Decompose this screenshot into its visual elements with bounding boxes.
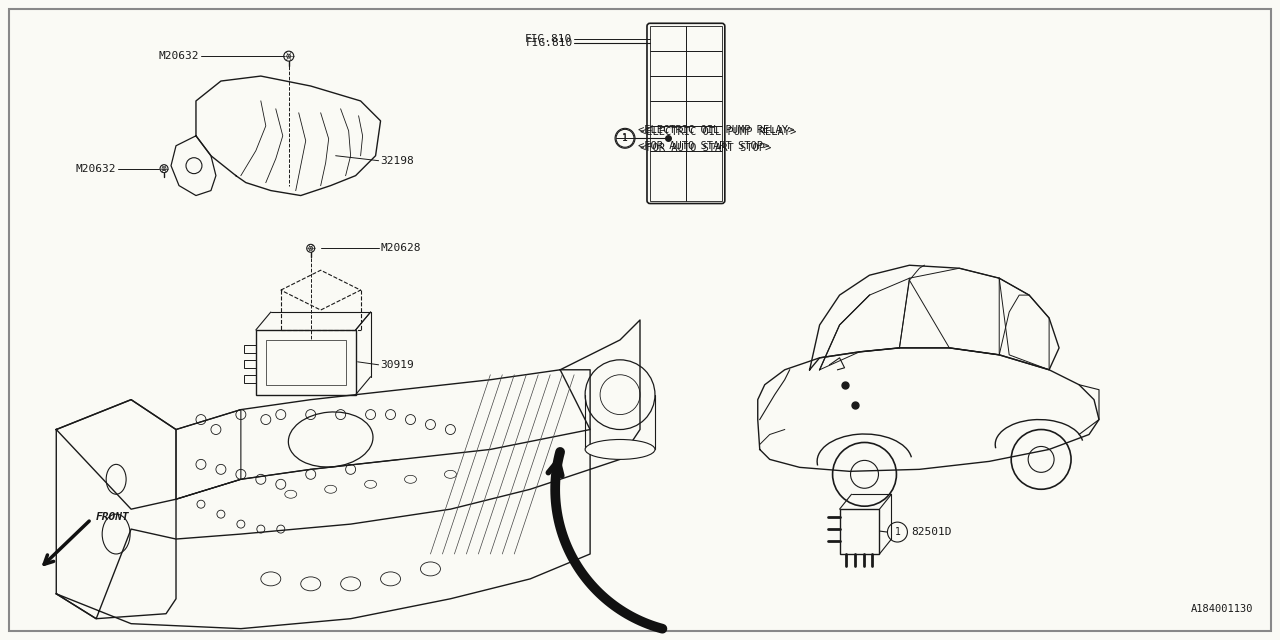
- Bar: [840, 509, 879, 554]
- Bar: [266, 340, 346, 385]
- Text: FIG.810: FIG.810: [526, 38, 573, 48]
- Text: M20628: M20628: [380, 243, 421, 253]
- Bar: [686, 101, 722, 126]
- Text: FRONT: FRONT: [96, 512, 131, 522]
- Bar: [650, 51, 686, 76]
- Text: 32198: 32198: [380, 156, 415, 166]
- Text: <FOR AUTO START STOP>: <FOR AUTO START STOP>: [640, 143, 772, 153]
- Text: <FOR AUTO START STOP>: <FOR AUTO START STOP>: [637, 141, 769, 151]
- Ellipse shape: [585, 440, 655, 460]
- Bar: [686, 151, 722, 200]
- Text: 1: 1: [622, 134, 627, 143]
- Text: A184001130: A184001130: [1192, 604, 1253, 614]
- Bar: [650, 101, 686, 126]
- Text: 1: 1: [895, 527, 900, 537]
- Bar: [244, 375, 256, 383]
- Text: 82501D: 82501D: [911, 527, 952, 537]
- FancyBboxPatch shape: [646, 23, 724, 204]
- Bar: [650, 76, 686, 101]
- Bar: [650, 26, 686, 51]
- Bar: [686, 76, 722, 101]
- Bar: [244, 360, 256, 368]
- Text: 30919: 30919: [380, 360, 415, 370]
- Text: M20632: M20632: [159, 51, 198, 61]
- Bar: [686, 26, 722, 51]
- Text: 1: 1: [622, 133, 628, 143]
- Text: M20632: M20632: [76, 164, 116, 173]
- Bar: [686, 51, 722, 76]
- Bar: [650, 126, 686, 151]
- Bar: [256, 330, 356, 395]
- Text: <ELECTRIC OIL PUMP RELAY>: <ELECTRIC OIL PUMP RELAY>: [637, 125, 795, 135]
- Bar: [650, 151, 686, 200]
- Bar: [244, 345, 256, 353]
- Text: FIG.810: FIG.810: [525, 34, 572, 44]
- Text: <ELECTRIC OIL PUMP RELAY>: <ELECTRIC OIL PUMP RELAY>: [640, 127, 796, 138]
- Bar: [686, 126, 722, 151]
